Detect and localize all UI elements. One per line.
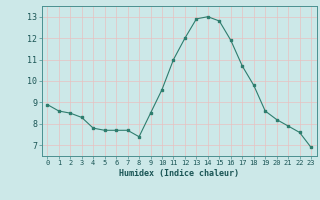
- X-axis label: Humidex (Indice chaleur): Humidex (Indice chaleur): [119, 169, 239, 178]
